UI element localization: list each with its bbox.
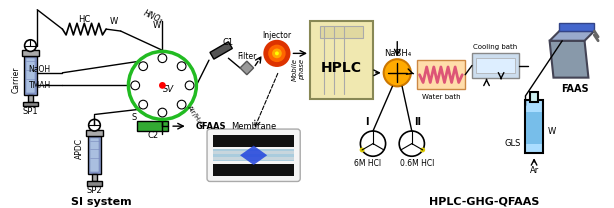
Bar xyxy=(137,121,168,131)
Circle shape xyxy=(139,100,147,109)
Bar xyxy=(559,23,594,31)
Polygon shape xyxy=(550,41,588,78)
Polygon shape xyxy=(550,31,594,41)
Bar xyxy=(320,26,363,38)
Polygon shape xyxy=(240,61,254,75)
Circle shape xyxy=(263,40,290,67)
Bar xyxy=(476,58,515,73)
Text: HPLC-GHG-QFAAS: HPLC-GHG-QFAAS xyxy=(429,197,540,207)
Text: 0.6M HCl: 0.6M HCl xyxy=(400,158,435,167)
Bar xyxy=(213,157,294,160)
Bar xyxy=(526,112,542,144)
Text: 2: 2 xyxy=(141,64,145,69)
Text: W: W xyxy=(152,21,161,30)
Bar xyxy=(28,95,33,102)
Circle shape xyxy=(177,62,186,71)
Text: 6M HCl: 6M HCl xyxy=(354,158,381,167)
Circle shape xyxy=(360,131,386,156)
Text: GLS: GLS xyxy=(504,139,521,148)
Text: 8: 8 xyxy=(180,64,184,69)
Text: W: W xyxy=(548,126,556,135)
Circle shape xyxy=(360,147,365,152)
Bar xyxy=(86,130,103,136)
Circle shape xyxy=(185,81,194,90)
Text: HNO₃: HNO₃ xyxy=(141,9,164,26)
Text: S: S xyxy=(132,113,137,122)
Text: W: W xyxy=(110,17,118,26)
Circle shape xyxy=(158,54,167,63)
Bar xyxy=(530,92,538,102)
FancyBboxPatch shape xyxy=(207,129,300,181)
Text: Membrane: Membrane xyxy=(231,122,276,131)
Bar xyxy=(21,51,39,56)
Bar xyxy=(91,174,98,181)
Text: NaBH₄: NaBH₄ xyxy=(384,49,411,58)
Text: Injector: Injector xyxy=(262,31,292,40)
Bar xyxy=(88,136,101,174)
Text: FAAS: FAAS xyxy=(561,84,589,94)
Text: 1: 1 xyxy=(160,56,165,61)
Text: 3: 3 xyxy=(133,83,138,88)
Text: SI system: SI system xyxy=(71,197,131,207)
Circle shape xyxy=(268,45,286,62)
Text: II: II xyxy=(414,117,421,127)
Text: 5: 5 xyxy=(160,110,165,115)
Circle shape xyxy=(275,51,279,55)
Bar xyxy=(472,53,519,78)
Bar xyxy=(23,102,38,106)
Bar xyxy=(26,58,35,93)
Bar xyxy=(417,60,465,89)
Text: SP1: SP1 xyxy=(23,107,38,116)
Text: Mobile
phase: Mobile phase xyxy=(292,58,305,81)
Bar xyxy=(310,21,373,99)
Circle shape xyxy=(384,59,411,86)
Text: HPLC: HPLC xyxy=(321,61,362,75)
Bar xyxy=(23,56,37,95)
Bar xyxy=(90,138,99,172)
Bar xyxy=(213,149,294,161)
Bar xyxy=(213,164,294,176)
Text: TMAH: TMAH xyxy=(29,81,51,90)
Bar xyxy=(526,100,543,153)
Polygon shape xyxy=(240,146,267,165)
Circle shape xyxy=(159,82,166,89)
Text: C1: C1 xyxy=(223,38,234,47)
Text: 7: 7 xyxy=(188,83,192,88)
Circle shape xyxy=(139,62,147,71)
Bar xyxy=(213,135,294,146)
Text: Air/H₂O: Air/H₂O xyxy=(187,105,206,129)
Text: C2: C2 xyxy=(147,131,158,140)
Text: Water bath: Water bath xyxy=(422,94,460,100)
Text: 4: 4 xyxy=(141,102,145,107)
Circle shape xyxy=(25,40,36,51)
Text: Cooling bath: Cooling bath xyxy=(473,44,518,50)
Text: 6: 6 xyxy=(180,102,184,107)
Bar xyxy=(213,151,294,154)
Text: APDC: APDC xyxy=(74,138,84,159)
Circle shape xyxy=(272,48,282,58)
Bar xyxy=(210,42,232,59)
Text: SV: SV xyxy=(163,85,174,94)
Circle shape xyxy=(421,147,425,152)
Text: NaOH: NaOH xyxy=(29,65,51,74)
Circle shape xyxy=(177,100,186,109)
Text: SP2: SP2 xyxy=(87,186,103,195)
Text: Filter: Filter xyxy=(237,52,257,61)
Text: GFAAS: GFAAS xyxy=(195,122,226,131)
Circle shape xyxy=(399,131,424,156)
Text: I: I xyxy=(365,117,369,127)
Text: HC: HC xyxy=(78,15,90,24)
Text: Ar: Ar xyxy=(529,166,538,175)
Circle shape xyxy=(88,119,100,131)
Circle shape xyxy=(128,51,196,119)
Bar xyxy=(87,181,103,186)
Text: Carrier: Carrier xyxy=(12,66,20,93)
Circle shape xyxy=(158,108,167,117)
Circle shape xyxy=(131,81,139,90)
